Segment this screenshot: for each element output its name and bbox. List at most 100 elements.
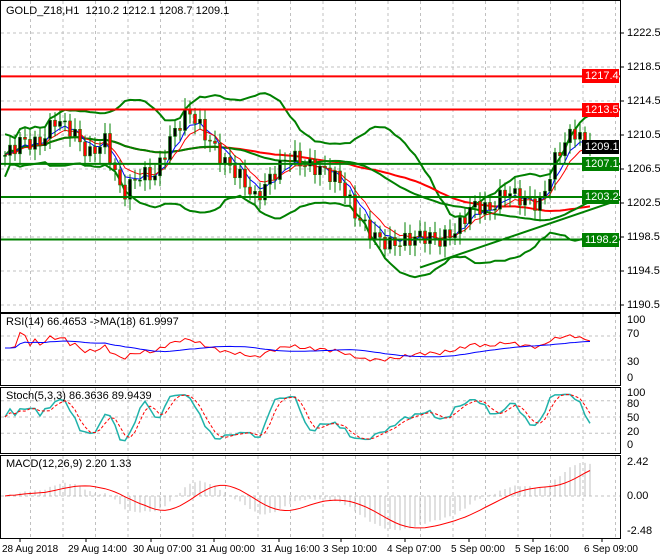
time-axis-label: 31 Aug 00:00 xyxy=(196,544,255,555)
candle-body xyxy=(128,179,132,200)
trend-line xyxy=(419,198,621,269)
candle-body xyxy=(288,159,292,162)
candle-body xyxy=(48,119,52,139)
candle-body xyxy=(548,179,552,192)
candle-body xyxy=(438,237,442,247)
candle-body xyxy=(208,139,212,142)
candle-body xyxy=(243,168,247,188)
candle-body xyxy=(233,165,237,179)
stoch-main-line xyxy=(4,393,591,442)
candle-body xyxy=(463,217,467,225)
candle-body xyxy=(268,173,272,185)
price-tick-label: 1210.5 xyxy=(627,129,660,141)
price-tick-label: 1194.5 xyxy=(627,265,660,277)
candle-body xyxy=(278,160,282,180)
candle-body xyxy=(93,146,97,154)
time-axis-label: 3 Sep 10:00 xyxy=(323,544,377,555)
rsi-line xyxy=(5,331,591,362)
candle-body xyxy=(578,132,582,140)
candle-body xyxy=(63,120,67,123)
rsi-axis-label: 70 xyxy=(627,328,640,340)
bollinger-lower xyxy=(4,161,591,279)
bollinger-upper xyxy=(4,92,591,218)
candle-body xyxy=(413,236,417,246)
price-tick-label: 1214.5 xyxy=(627,95,660,107)
candle-body xyxy=(283,159,287,162)
candle-body xyxy=(113,162,117,170)
candle-body xyxy=(513,188,517,194)
stoch-axis-label: 0 xyxy=(627,439,634,451)
candle-body xyxy=(383,236,387,250)
candle-body xyxy=(473,200,477,208)
macd-signal-line xyxy=(4,470,591,529)
candle-body xyxy=(483,202,487,215)
candle-body xyxy=(363,219,367,222)
candle-body xyxy=(553,152,557,180)
price-tick-label: 1206.5 xyxy=(627,163,660,175)
candle-body xyxy=(8,144,12,156)
candle-body xyxy=(523,196,527,206)
candle-body xyxy=(398,245,402,247)
candle-body xyxy=(328,167,332,182)
candle-body xyxy=(78,129,82,143)
candle-body xyxy=(323,165,327,169)
candle-body xyxy=(248,186,252,195)
macd-axis-label: 2.42 xyxy=(627,456,649,469)
stoch-axis-label: 80 xyxy=(627,398,640,410)
time-axis-label: 5 Sep 00:00 xyxy=(451,544,505,555)
candle-body xyxy=(18,136,22,155)
candle-body xyxy=(263,183,267,201)
level-price-tag: 1203.2 xyxy=(582,190,619,205)
candle-body xyxy=(573,128,577,140)
candle-body xyxy=(468,206,472,225)
price-tick-label: 1222.5 xyxy=(627,27,660,39)
candle-body xyxy=(423,230,427,244)
candle-body xyxy=(163,157,167,160)
candle-body xyxy=(148,167,152,181)
price-tick-label: 1198.5 xyxy=(627,231,660,243)
candle-body xyxy=(183,108,187,131)
candle-body xyxy=(358,217,362,221)
stoch-axis-label: 50 xyxy=(627,412,640,424)
candle-body xyxy=(333,170,337,182)
pane-border-1 xyxy=(0,313,621,386)
candle-body xyxy=(368,219,372,240)
candle-body xyxy=(98,146,102,154)
candle-body xyxy=(38,136,42,146)
candle-body xyxy=(58,121,62,127)
level-price-tag: 1198.2 xyxy=(582,232,619,247)
level-price-tag: 1207.1 xyxy=(582,156,619,171)
candle-body xyxy=(493,208,497,211)
time-axis-label: 30 Aug 07:00 xyxy=(133,544,192,555)
candle-body xyxy=(158,157,162,177)
candle-body xyxy=(488,202,492,211)
candle-body xyxy=(273,173,277,180)
candle-body xyxy=(43,138,47,146)
macd-title: MACD(12,26,9) 2.20 1.33 xyxy=(6,458,132,470)
candle-body xyxy=(478,200,482,215)
chart-title: GOLD_Z18,H1 1210.2 1212.1 1208.7 1209.1 xyxy=(6,5,229,17)
rsi-axis-label: 0 xyxy=(627,372,634,384)
candle-body xyxy=(88,146,92,157)
candle-body xyxy=(378,232,382,238)
candle-body xyxy=(193,113,197,124)
ohlc-label: 1210.2 1212.1 1208.7 1209.1 xyxy=(85,5,230,17)
candle-body xyxy=(173,127,177,137)
ma-blue xyxy=(4,122,591,242)
candle-body xyxy=(453,233,457,238)
candle-body xyxy=(108,133,112,163)
candle-body xyxy=(533,198,537,211)
candle-body xyxy=(53,119,57,127)
candle-body xyxy=(153,175,157,181)
rsi-title: RSI(14) 66.4653 ->MA(18) 61.9997 xyxy=(6,316,179,328)
candle-body xyxy=(213,140,217,144)
pane-border-2 xyxy=(0,387,621,454)
price-tick-label: 1202.5 xyxy=(627,197,660,209)
candle-body xyxy=(28,139,32,150)
candle-body xyxy=(253,191,257,195)
time-axis-label: 5 Sep 16:00 xyxy=(515,544,569,555)
candle-body xyxy=(238,168,242,179)
ma-fast-red xyxy=(4,128,591,240)
candle-body xyxy=(33,136,37,150)
